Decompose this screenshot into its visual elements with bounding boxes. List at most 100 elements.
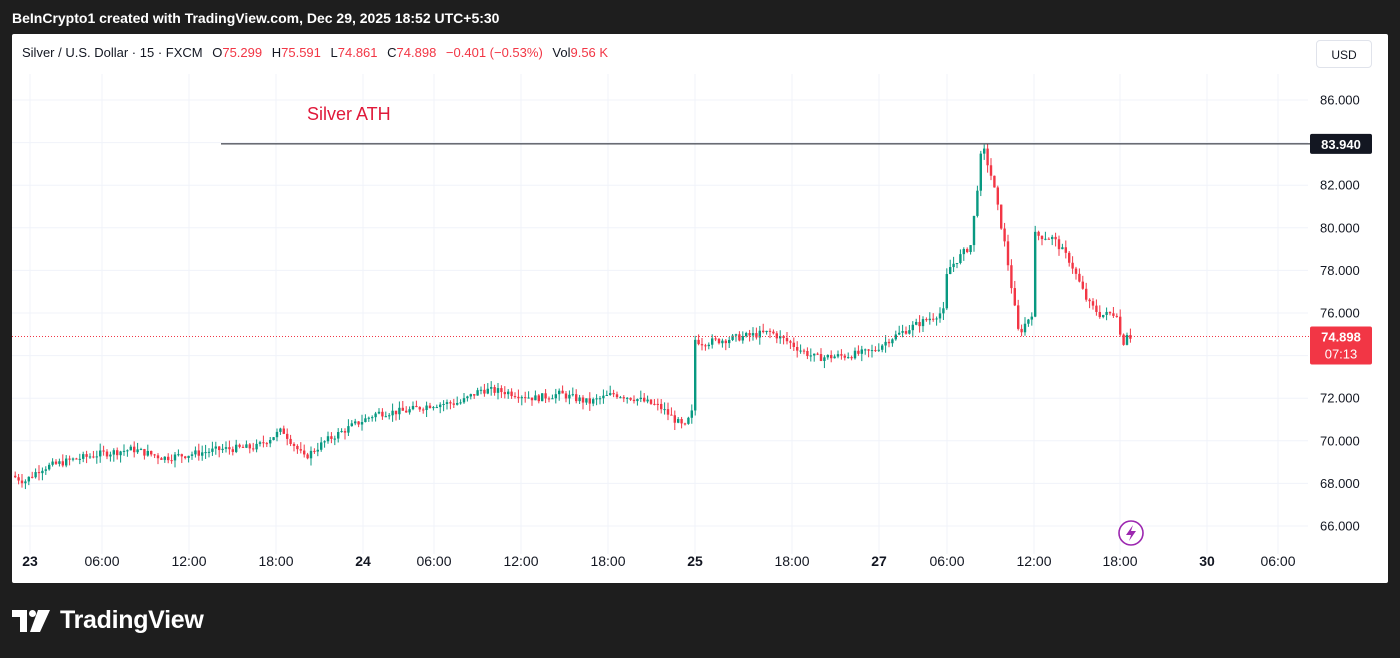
candle	[374, 411, 377, 422]
candle	[670, 407, 673, 416]
candle-body	[857, 350, 860, 354]
candle-body	[636, 399, 639, 402]
candle-body	[748, 333, 751, 336]
ath-price-label: 83.940	[1321, 137, 1361, 152]
time-tick-label: 12:00	[503, 553, 538, 569]
candle-body	[439, 404, 442, 408]
candle	[721, 338, 724, 348]
candle-body	[381, 411, 384, 417]
candle-body	[496, 388, 500, 393]
candle-body	[160, 458, 163, 460]
candle	[1108, 311, 1112, 316]
candle-body	[962, 249, 965, 255]
candle-body	[758, 330, 761, 338]
candle	[993, 175, 996, 188]
candle	[248, 442, 251, 454]
candle	[343, 428, 347, 440]
candle	[112, 448, 115, 462]
candle-body	[632, 399, 636, 402]
candle	[153, 453, 156, 459]
candle	[568, 390, 571, 405]
candle	[235, 439, 238, 454]
candle	[819, 348, 823, 362]
candle-body	[218, 446, 221, 451]
candle	[901, 324, 904, 338]
candle	[160, 457, 163, 460]
candle-body	[320, 442, 323, 450]
candle-body	[51, 461, 54, 465]
candle-body	[388, 415, 391, 417]
candle	[333, 435, 336, 446]
time-tick-label: 25	[687, 553, 703, 569]
candle-body	[612, 393, 615, 395]
candle	[78, 453, 81, 465]
candle-body	[734, 334, 738, 336]
candle-body	[554, 394, 557, 399]
candle-body	[867, 349, 870, 351]
candle-body	[248, 444, 251, 449]
low-label: L	[330, 45, 338, 60]
candle-body	[1044, 238, 1047, 240]
candle-body	[741, 336, 744, 341]
candle	[700, 338, 704, 351]
candle	[330, 432, 333, 444]
candle	[1081, 275, 1084, 290]
candle-body	[1071, 262, 1074, 269]
candle	[581, 395, 585, 410]
candle	[884, 335, 887, 353]
candle-body	[401, 407, 404, 411]
candle	[544, 389, 547, 403]
candle-body	[772, 331, 775, 334]
candle	[95, 450, 98, 464]
candle-body	[180, 454, 183, 457]
candle	[1085, 282, 1088, 302]
candle	[1003, 222, 1006, 247]
candle-body	[459, 402, 462, 404]
candle	[949, 259, 952, 275]
candle	[31, 471, 34, 479]
candle-body	[932, 318, 935, 320]
candle	[571, 387, 574, 397]
candle-body	[904, 331, 908, 334]
candle-body	[707, 344, 710, 347]
price-tick-label: 86.000	[1320, 93, 1360, 108]
candle-body	[568, 394, 571, 399]
candle	[146, 444, 149, 457]
candle	[802, 348, 806, 355]
candle-body	[394, 410, 398, 415]
currency-button[interactable]: USD	[1316, 40, 1372, 68]
chart-panel[interactable]: Silver ATH 83.940 74.898 07:13 66.000 68.000…	[12, 34, 1388, 583]
lightning-icon[interactable]	[1118, 520, 1144, 546]
candle	[71, 457, 75, 462]
candle-body	[1108, 311, 1112, 314]
candle	[255, 439, 258, 453]
candle	[1095, 299, 1098, 316]
price-tick-label: 72.000	[1320, 391, 1360, 406]
candle	[143, 448, 146, 460]
candle	[530, 397, 534, 406]
candle	[734, 333, 738, 342]
candle	[564, 391, 568, 403]
candle-body	[408, 409, 411, 413]
candlestick-series	[14, 144, 1132, 490]
symbol-title[interactable]: Silver / U.S. Dollar · 15 · FXCM	[22, 45, 203, 60]
ath-annotation: Silver ATH	[307, 104, 391, 124]
candle-body	[602, 395, 605, 399]
price-chart[interactable]: Silver ATH 83.940 74.898 07:13 66.000 68.000…	[12, 34, 1388, 583]
candle-body	[112, 450, 115, 455]
time-tick-label: 18:00	[590, 553, 625, 569]
candle-body	[1078, 273, 1081, 282]
candle	[218, 445, 221, 458]
candle	[520, 395, 523, 406]
candle	[105, 449, 109, 460]
candle-body	[197, 450, 200, 456]
candle	[401, 400, 404, 411]
candle-body	[643, 397, 646, 402]
candle	[207, 448, 211, 458]
candle-body	[649, 399, 653, 404]
candle	[955, 262, 959, 269]
time-tick-label: 06:00	[84, 553, 119, 569]
candle	[646, 395, 649, 404]
candle-body	[524, 397, 527, 399]
close-value: 74.898	[396, 45, 437, 60]
